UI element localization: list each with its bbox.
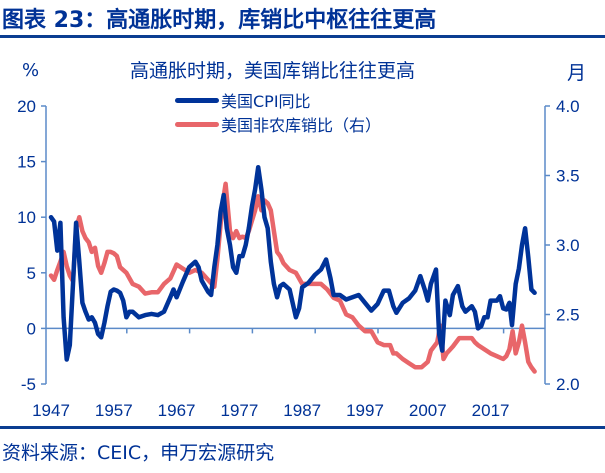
legend-swatch-cpi <box>175 97 219 103</box>
footer-divider <box>0 426 605 429</box>
legend-label-ratio: 美国非农库销比（右） <box>221 116 382 135</box>
x-tick-label: 1997 <box>346 401 384 420</box>
legend-item-cpi: 美国CPI同比 <box>175 88 381 112</box>
x-tick-label: 1987 <box>283 401 321 420</box>
legend-swatch-ratio <box>175 121 219 127</box>
right-tick-label: 4.0 <box>556 97 580 116</box>
title-divider <box>0 35 605 38</box>
x-tick-label: 1977 <box>220 401 258 420</box>
axis-tick-labels: 20 15 10 5 0 -5 4.0 3.5 3.0 2.5 2.0 1947 1957 1967 197… <box>17 97 580 420</box>
x-tick-label: 1947 <box>32 401 70 420</box>
cpi-line <box>48 164 537 362</box>
right-tick-label: 3.0 <box>556 236 580 255</box>
x-tick-label: 2007 <box>409 401 447 420</box>
right-axis-unit: 月 <box>567 62 587 84</box>
left-tick-label: -5 <box>21 375 36 394</box>
x-tick-label: 1957 <box>95 401 133 420</box>
legend-item-ratio: 美国非农库销比（右） <box>175 112 381 136</box>
left-tick-label: 0 <box>27 319 36 338</box>
right-tick-label: 3.5 <box>556 167 580 186</box>
chart-axes <box>41 105 550 385</box>
x-tick-label: 1967 <box>158 401 196 420</box>
figure-title: 图表 23：高通胀时期，库销比中枢往往更高 <box>2 8 437 33</box>
left-tick-label: 15 <box>17 153 36 172</box>
left-tick-label: 10 <box>17 208 36 227</box>
source-note: 资料来源：CEIC，申万宏源研究 <box>2 442 275 464</box>
right-tick-label: 2.5 <box>556 306 580 325</box>
chart-title: 高通胀时期，美国库销比往往更高 <box>130 60 416 82</box>
ratio-line <box>48 181 537 374</box>
legend-label-cpi: 美国CPI同比 <box>221 92 311 111</box>
chart-legend: 美国CPI同比 美国非农库销比（右） <box>175 88 381 136</box>
chart-lines <box>48 164 537 374</box>
x-tick-label: 2017 <box>472 401 510 420</box>
left-tick-label: 20 <box>17 97 36 116</box>
left-tick-label: 5 <box>27 264 36 283</box>
right-tick-label: 2.0 <box>556 375 580 394</box>
left-axis-unit: % <box>22 60 40 81</box>
